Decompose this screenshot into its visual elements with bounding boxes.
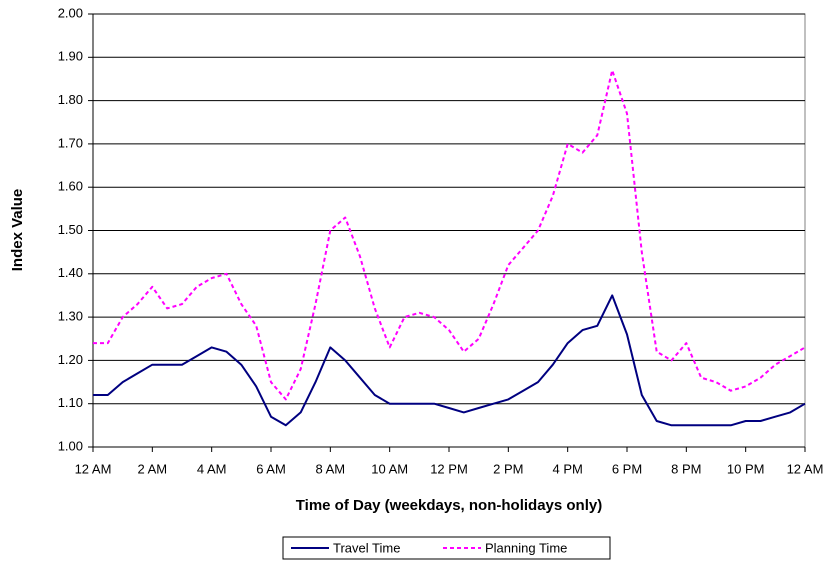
x-tick-label: 10 AM bbox=[371, 461, 408, 476]
data-line bbox=[93, 294, 806, 427]
y-tick-label: 2.00 bbox=[58, 5, 83, 20]
x-tick-label: 12 AM bbox=[75, 461, 112, 476]
x-tick-label: 8 AM bbox=[316, 461, 346, 476]
y-tick-label: 1.70 bbox=[58, 135, 83, 150]
y-tick-label: 1.60 bbox=[58, 179, 83, 194]
legend-label: Travel Time bbox=[333, 540, 400, 555]
y-tick-label: 1.00 bbox=[58, 438, 83, 453]
x-tick-label: 4 PM bbox=[552, 461, 582, 476]
x-tick-label: 4 AM bbox=[197, 461, 227, 476]
y-tick-label: 1.40 bbox=[58, 265, 83, 280]
y-tick-label: 1.90 bbox=[58, 49, 83, 64]
x-tick-label: 10 PM bbox=[727, 461, 765, 476]
x-tick-label: 6 AM bbox=[256, 461, 286, 476]
y-tick-label: 1.30 bbox=[58, 309, 83, 324]
x-tick-label: 12 AM bbox=[787, 461, 824, 476]
x-tick-label: 8 PM bbox=[671, 461, 701, 476]
x-axis-title: Time of Day (weekdays, non-holidays only… bbox=[296, 497, 602, 514]
data-line bbox=[93, 69, 806, 401]
x-tick-label: 2 PM bbox=[493, 461, 523, 476]
x-tick-label: 12 PM bbox=[430, 461, 468, 476]
x-tick-label: 6 PM bbox=[612, 461, 642, 476]
y-axis-title: Index Value bbox=[9, 189, 26, 272]
y-tick-label: 1.80 bbox=[58, 92, 83, 107]
y-tick-label: 1.10 bbox=[58, 395, 83, 410]
y-tick-label: 1.50 bbox=[58, 222, 83, 237]
legend-label: Planning Time bbox=[485, 540, 567, 555]
x-tick-label: 2 AM bbox=[138, 461, 168, 476]
y-tick-label: 1.20 bbox=[58, 352, 83, 367]
